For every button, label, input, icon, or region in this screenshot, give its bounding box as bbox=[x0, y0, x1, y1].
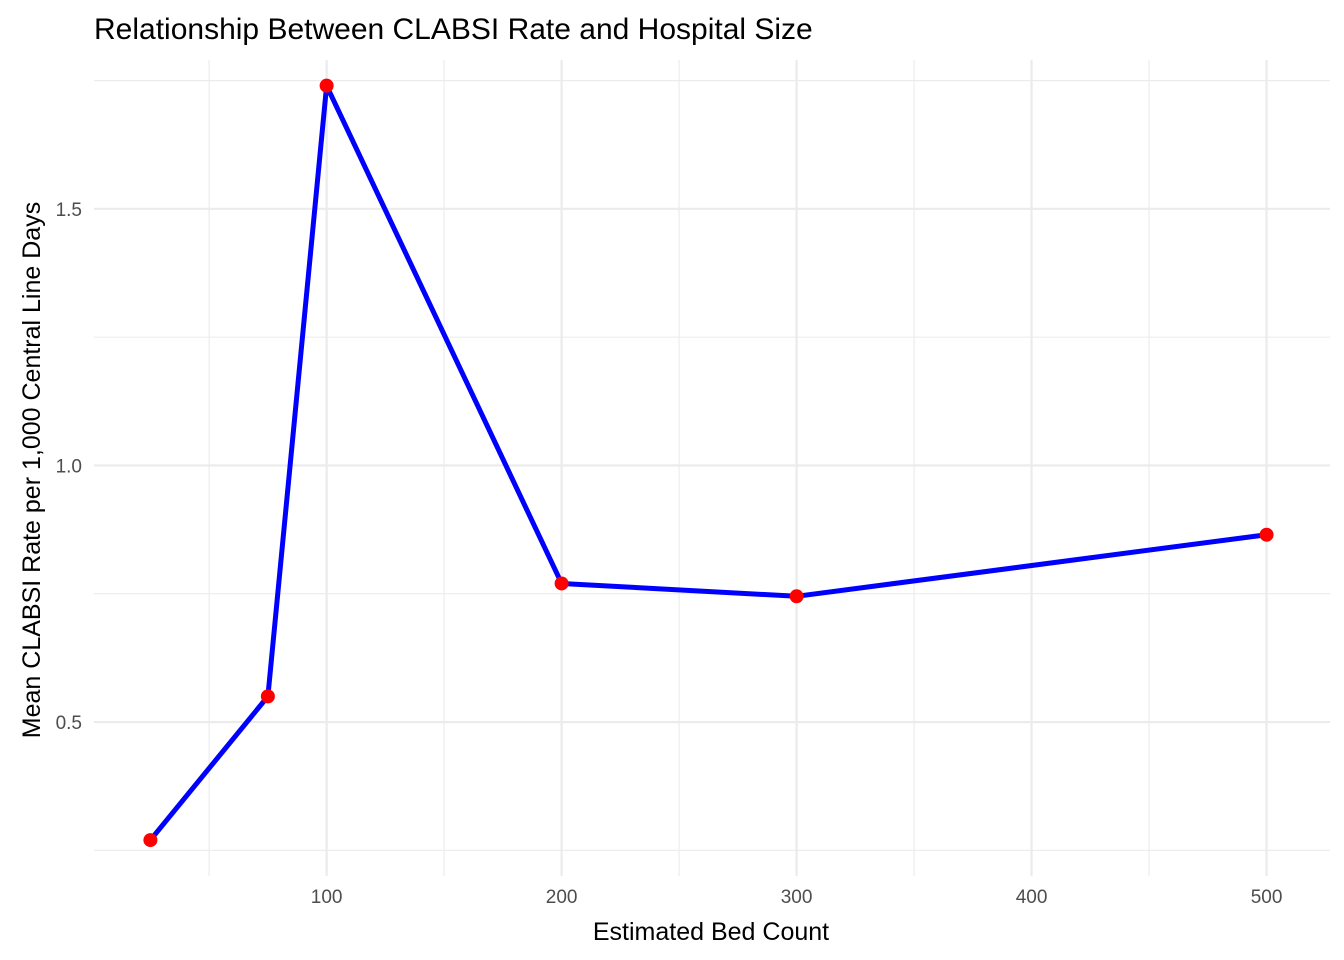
data-point bbox=[319, 78, 334, 93]
y-axis-label: Mean CLABSI Rate per 1,000 Central Line … bbox=[18, 202, 46, 738]
series-points-group bbox=[143, 78, 1274, 848]
y-tick-label: 1.5 bbox=[56, 200, 82, 221]
x-tick-label: 300 bbox=[781, 887, 813, 908]
x-tick-label: 100 bbox=[311, 887, 343, 908]
x-axis-tick-labels: 100 200 300 400 500 bbox=[311, 887, 1283, 908]
x-axis-label: Estimated Bed Count bbox=[593, 918, 829, 946]
x-tick-label: 200 bbox=[546, 887, 578, 908]
y-tick-label: 0.5 bbox=[56, 713, 82, 734]
x-tick-label: 400 bbox=[1016, 887, 1048, 908]
series-line-group bbox=[147, 83, 1270, 843]
data-point bbox=[554, 576, 569, 591]
minor-gridlines bbox=[94, 60, 1330, 876]
data-point bbox=[1259, 527, 1274, 542]
y-tick-label: 1.0 bbox=[56, 456, 82, 477]
y-axis-tick-labels: 0.5 1.0 1.5 bbox=[56, 200, 82, 734]
data-point bbox=[143, 833, 158, 848]
chart-title: Relationship Between CLABSI Rate and Hos… bbox=[94, 13, 813, 46]
x-tick-label: 500 bbox=[1251, 887, 1283, 908]
major-gridlines bbox=[94, 60, 1330, 876]
data-point bbox=[789, 589, 804, 604]
data-point bbox=[260, 689, 275, 704]
series-line bbox=[147, 83, 1270, 843]
